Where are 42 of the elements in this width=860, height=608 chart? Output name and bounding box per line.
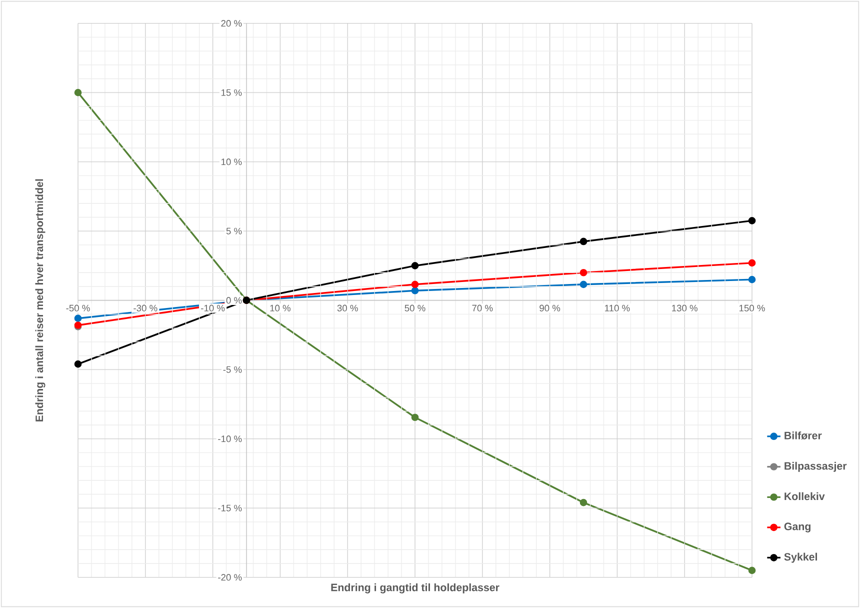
point — [74, 314, 82, 322]
legend-label: Sykkel — [784, 552, 817, 563]
point — [411, 280, 419, 288]
x-tick-label: 10 % — [270, 304, 290, 312]
point — [74, 88, 82, 96]
x-tick-label: 110 % — [605, 304, 630, 312]
point — [580, 280, 588, 288]
point — [411, 286, 419, 294]
point — [580, 498, 588, 506]
y-tick-label: 15 % — [221, 89, 242, 96]
x-tick-label: 90 % — [540, 304, 560, 312]
y-tick-label: 5 % — [226, 228, 242, 234]
x-tick-label: -30 % — [134, 304, 158, 312]
y-tick-label: 10 % — [221, 158, 242, 166]
point — [411, 262, 419, 270]
y-tick-label: -20 % — [218, 574, 242, 581]
point — [580, 238, 588, 246]
point — [580, 268, 588, 276]
x-tick-label: 70 % — [472, 304, 493, 312]
y-tick-label: -5 % — [223, 366, 242, 373]
y-tick-label: 0 % — [226, 297, 242, 304]
x-tick-label: 50 % — [404, 304, 426, 312]
y-tick-label: 20 % — [221, 20, 242, 27]
x-tick-label: 130 % — [672, 304, 698, 312]
legend-label: Bilpassasjer — [784, 462, 847, 472]
y-axis-title: Endring i antall reiser med hver transportmiddel — [35, 179, 46, 422]
x-tick-label: -10 % — [201, 304, 225, 312]
point — [411, 414, 419, 422]
x-tick-label: 30 % — [337, 304, 358, 312]
x-tick-label: -50 % — [66, 304, 90, 312]
point — [74, 360, 82, 368]
x-axis-title: Endring i gangtid til holdeplasser — [331, 583, 500, 594]
x-tick-label: 150 % — [739, 304, 765, 312]
point — [748, 217, 756, 224]
legend-label: Gang — [784, 522, 810, 532]
legend-label: Bilfører — [784, 431, 822, 440]
point — [748, 259, 756, 267]
y-tick-label: -15 % — [218, 504, 242, 512]
y-tick-label: -10 % — [218, 436, 242, 442]
point — [748, 566, 756, 574]
legend-label: Kollekiv — [784, 492, 825, 500]
point — [748, 276, 756, 284]
